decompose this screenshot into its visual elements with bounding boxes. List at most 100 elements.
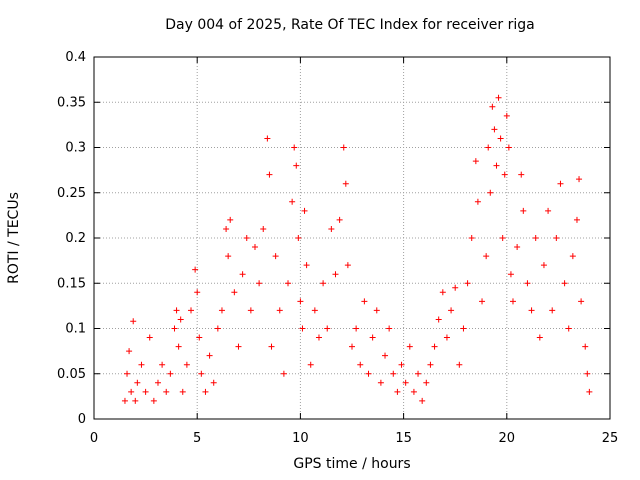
data-point [243, 235, 250, 241]
data-point [483, 253, 490, 260]
data-point [264, 135, 271, 142]
data-point [390, 370, 397, 377]
data-point [142, 388, 149, 395]
data-point [210, 379, 217, 386]
data-point [247, 307, 254, 314]
x-tick-label: 10 [292, 431, 309, 446]
data-point [130, 318, 137, 325]
data-point [320, 280, 327, 287]
data-point [163, 388, 170, 395]
data-point [353, 325, 360, 332]
data-point [398, 361, 405, 368]
data-point [146, 334, 153, 341]
data-point [276, 307, 283, 314]
y-tick-label: 0.1 [65, 322, 86, 337]
data-point [507, 271, 514, 278]
data-point [128, 388, 135, 395]
data-point [303, 262, 310, 269]
data-point [505, 144, 512, 151]
data-point [545, 207, 552, 214]
data-point [373, 307, 380, 314]
data-point [192, 266, 199, 273]
data-point [159, 361, 166, 368]
data-point [171, 325, 178, 332]
data-point [173, 307, 180, 314]
data-point [369, 334, 376, 341]
data-point [177, 316, 184, 323]
data-points [121, 94, 593, 404]
data-point [487, 189, 494, 196]
data-point [586, 388, 593, 395]
data-point [251, 244, 258, 251]
data-point [423, 379, 430, 386]
data-point [377, 379, 384, 386]
data-point [183, 361, 190, 368]
data-point [406, 343, 413, 350]
data-point [464, 280, 471, 287]
data-point [557, 180, 564, 187]
data-point [553, 235, 560, 241]
data-point [514, 244, 521, 251]
x-tick-label: 25 [602, 431, 619, 446]
data-point [472, 158, 479, 165]
data-point [154, 379, 161, 386]
data-point [382, 352, 389, 359]
data-point [315, 334, 322, 341]
data-point [167, 370, 174, 377]
y-tick-label: 0.35 [57, 95, 86, 110]
data-point [528, 307, 535, 314]
data-point [520, 207, 527, 214]
y-tick-label: 0.2 [65, 231, 86, 246]
data-point [206, 352, 213, 359]
data-point [495, 94, 502, 101]
data-point [491, 126, 498, 133]
data-point [268, 343, 275, 350]
data-point [235, 343, 242, 350]
data-point [138, 361, 145, 368]
data-point [285, 280, 292, 287]
data-point [386, 325, 393, 332]
data-point [427, 361, 434, 368]
data-point [443, 334, 450, 341]
data-point [231, 289, 238, 296]
data-point [518, 171, 525, 178]
data-point [468, 235, 475, 241]
x-tick-label: 20 [499, 431, 516, 446]
data-point [402, 379, 409, 386]
data-point [194, 289, 201, 296]
data-point [124, 370, 131, 377]
data-point [349, 343, 355, 350]
data-point [134, 379, 141, 386]
data-point [524, 280, 531, 287]
x-tick-label: 5 [193, 431, 201, 446]
data-point [324, 325, 331, 332]
data-point [532, 235, 539, 241]
data-point [295, 235, 302, 241]
data-point [266, 171, 273, 178]
data-point [126, 348, 133, 355]
data-point [293, 162, 300, 169]
data-point [188, 307, 195, 314]
data-point [311, 307, 318, 314]
data-point [415, 370, 422, 377]
data-point [357, 361, 364, 368]
data-point [332, 271, 339, 278]
data-point [361, 298, 368, 305]
data-point [485, 144, 492, 151]
data-point [578, 298, 585, 305]
x-tick-label: 15 [395, 431, 412, 446]
data-point [549, 307, 556, 314]
data-point [342, 180, 349, 187]
data-point [132, 397, 139, 404]
data-point [239, 271, 246, 278]
data-point [448, 307, 455, 314]
y-tick-label: 0.25 [57, 186, 86, 201]
y-axis-ticks: 0 0.05 0.1 0.15 0.2 0.25 0.3 0.35 0.4 [57, 50, 610, 427]
data-point [419, 397, 426, 404]
data-point [565, 325, 572, 332]
data-point [336, 216, 343, 223]
data-point [569, 253, 576, 260]
data-point [272, 253, 279, 260]
data-point [121, 397, 128, 404]
